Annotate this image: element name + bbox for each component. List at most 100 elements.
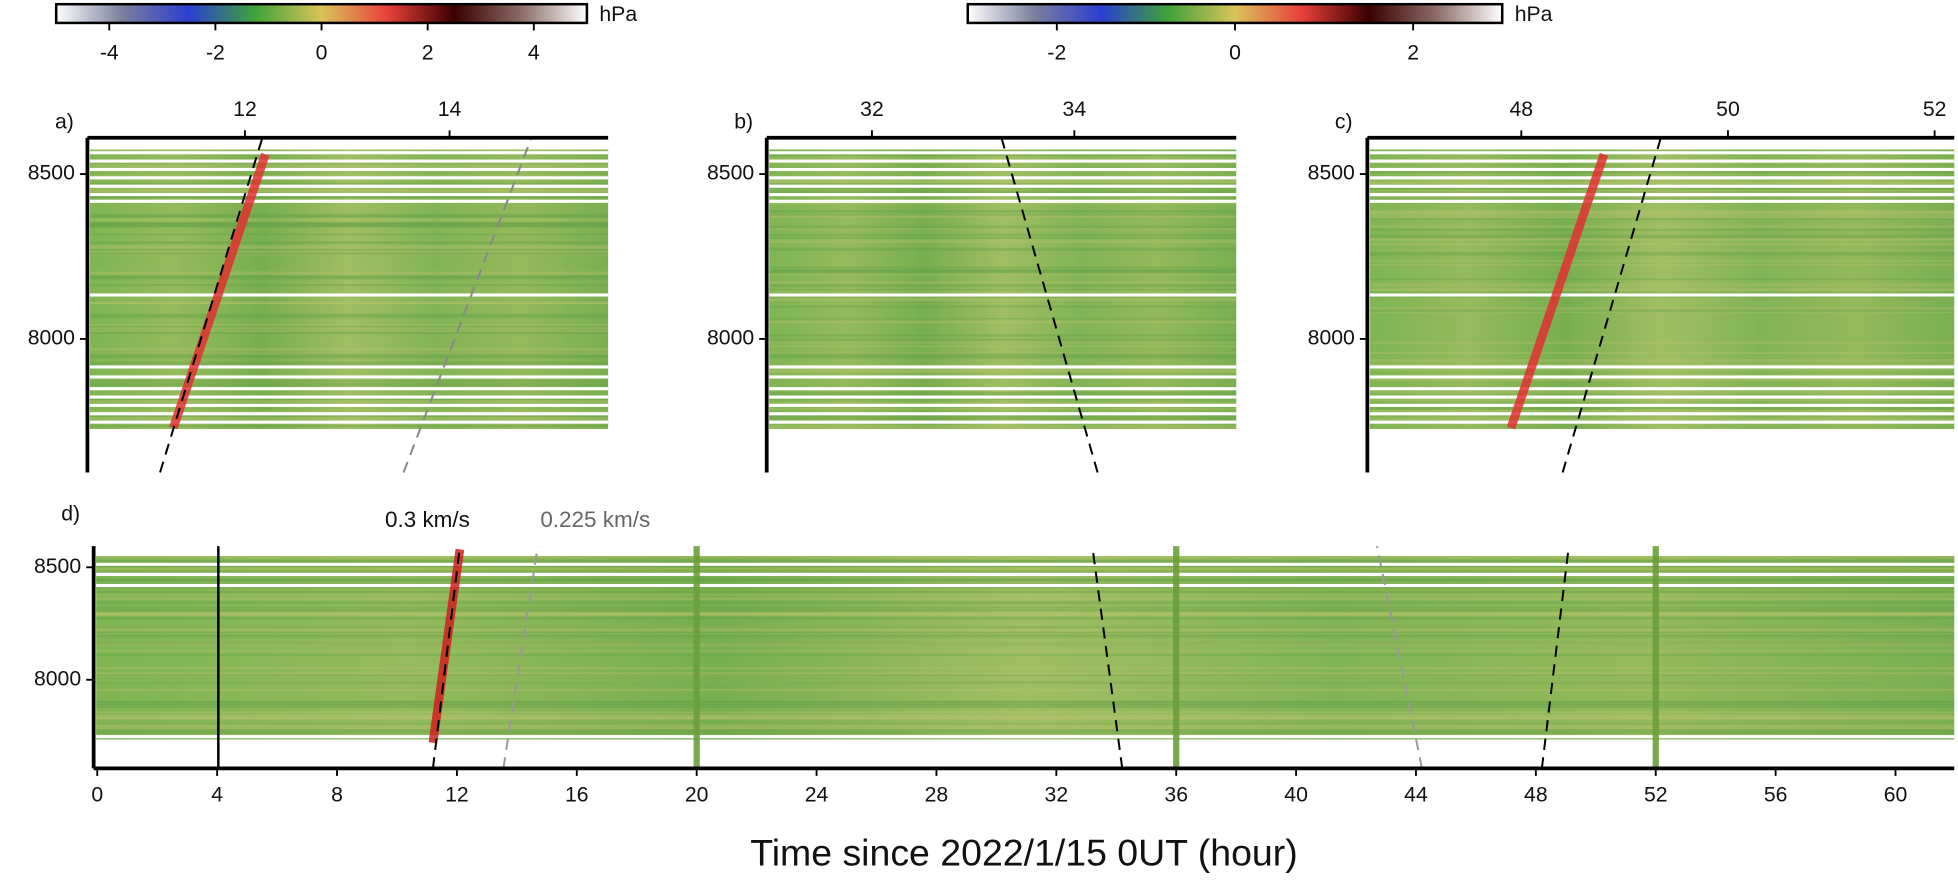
colorbar-tick-label: -2 [1047, 42, 1066, 65]
station-gap [89, 403, 609, 407]
colorbar-tick-label: 2 [422, 42, 434, 65]
texture [1369, 296, 1955, 298]
station-gap [769, 159, 1237, 163]
station-gap [89, 293, 609, 297]
station-gap [769, 412, 1237, 416]
wavefront-line [502, 545, 539, 769]
texture [769, 157, 1237, 159]
texture [769, 290, 1237, 292]
texture [1369, 236, 1955, 239]
station-gap [769, 167, 1237, 172]
x-tick-label: 14 [438, 98, 462, 121]
y-tick-label: 8000 [1308, 327, 1355, 350]
x-tick-label: 20 [685, 783, 709, 806]
texture [769, 269, 1237, 273]
texture [96, 681, 1955, 684]
speed-annotation: 0.3 km/s [385, 507, 470, 532]
station-gap [96, 583, 1955, 588]
texture [1369, 351, 1955, 355]
texture [769, 341, 1237, 344]
texture [89, 400, 609, 404]
texture [96, 704, 1955, 707]
station-gap [1369, 403, 1955, 407]
texture [1369, 217, 1955, 220]
texture [96, 706, 1955, 709]
station-gap [89, 199, 609, 203]
texture [96, 633, 1955, 635]
texture [96, 674, 1955, 677]
station-gap [769, 176, 1237, 180]
texture [89, 364, 609, 367]
texture [89, 188, 609, 192]
texture [1369, 363, 1955, 366]
texture [1369, 417, 1955, 421]
station-gap [769, 387, 1237, 391]
x-tick-label: 0 [91, 783, 103, 806]
texture [769, 298, 1237, 302]
texture [89, 162, 609, 166]
texture [89, 221, 609, 225]
station-gap [1369, 387, 1955, 391]
texture [89, 324, 609, 326]
texture [769, 402, 1237, 406]
texture [89, 250, 609, 252]
station-gap [89, 420, 609, 424]
texture [89, 233, 609, 236]
wavefront-line [1376, 545, 1423, 769]
texture [89, 225, 609, 228]
station-gap [769, 403, 1237, 407]
texture [96, 718, 1955, 720]
texture [96, 556, 1955, 559]
texture [89, 313, 609, 316]
texture [96, 723, 1955, 728]
station-gap [769, 365, 1237, 369]
station-gap [1369, 293, 1955, 297]
station-gap [1369, 167, 1955, 172]
texture [1369, 283, 1955, 286]
texture [1369, 234, 1955, 239]
station-gap [89, 387, 609, 391]
texture [1369, 214, 1955, 218]
texture [96, 612, 1955, 616]
texture [1369, 406, 1955, 410]
panel-label: c) [1335, 110, 1353, 133]
wavefront-line [1506, 152, 1609, 430]
station-gap [96, 562, 1955, 566]
station-gap [1369, 159, 1955, 163]
texture [89, 164, 609, 169]
y-tick-label: 8500 [707, 162, 754, 185]
texture [769, 353, 1237, 357]
texture [769, 416, 1237, 420]
panel-label: b) [734, 110, 753, 133]
texture [96, 714, 1955, 718]
station-gap [96, 552, 1955, 556]
texture [769, 289, 1237, 291]
texture [1369, 190, 1955, 193]
station-gap [1369, 176, 1955, 180]
texture [769, 203, 1237, 205]
texture [1369, 211, 1955, 215]
texture [1369, 278, 1955, 281]
y-tick-label: 8500 [1308, 162, 1355, 185]
texture [769, 227, 1237, 230]
x-tick-label: 12 [233, 98, 257, 121]
texture [1369, 309, 1955, 313]
x-tick-label: 60 [1884, 783, 1908, 806]
station-gap [96, 735, 1955, 739]
texture [89, 352, 609, 355]
texture [769, 368, 1237, 372]
station-gap [89, 184, 609, 188]
x-tick-label: 50 [1716, 98, 1740, 121]
texture [769, 236, 1237, 239]
texture [1369, 308, 1955, 312]
texture [89, 398, 609, 401]
station-gap [1369, 199, 1955, 203]
texture [89, 242, 609, 244]
station-gap [96, 739, 1955, 743]
x-tick-label: 48 [1524, 783, 1548, 806]
station-gap [1369, 420, 1955, 424]
texture [96, 578, 1955, 582]
texture [89, 213, 609, 217]
texture [96, 728, 1955, 730]
texture [769, 425, 1237, 429]
